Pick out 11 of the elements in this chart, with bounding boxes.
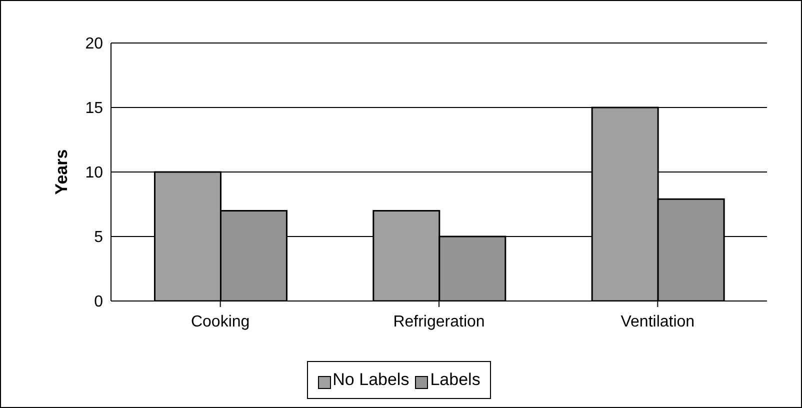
y-tick-label: 5 xyxy=(94,229,104,246)
y-tick-label: 15 xyxy=(85,100,104,118)
x-tick-label: Refrigeration xyxy=(393,313,485,330)
y-tick-label: 10 xyxy=(85,164,104,182)
x-tick-label: Cooking xyxy=(190,313,250,330)
y-tick-label: 20 xyxy=(85,36,104,53)
x-tick-label: Ventilation xyxy=(620,313,695,330)
legend-label: Labels xyxy=(430,370,480,390)
legend-label: No Labels xyxy=(332,370,410,390)
y-axis-title: Years xyxy=(52,149,72,195)
y-tick-label: 0 xyxy=(94,294,104,311)
